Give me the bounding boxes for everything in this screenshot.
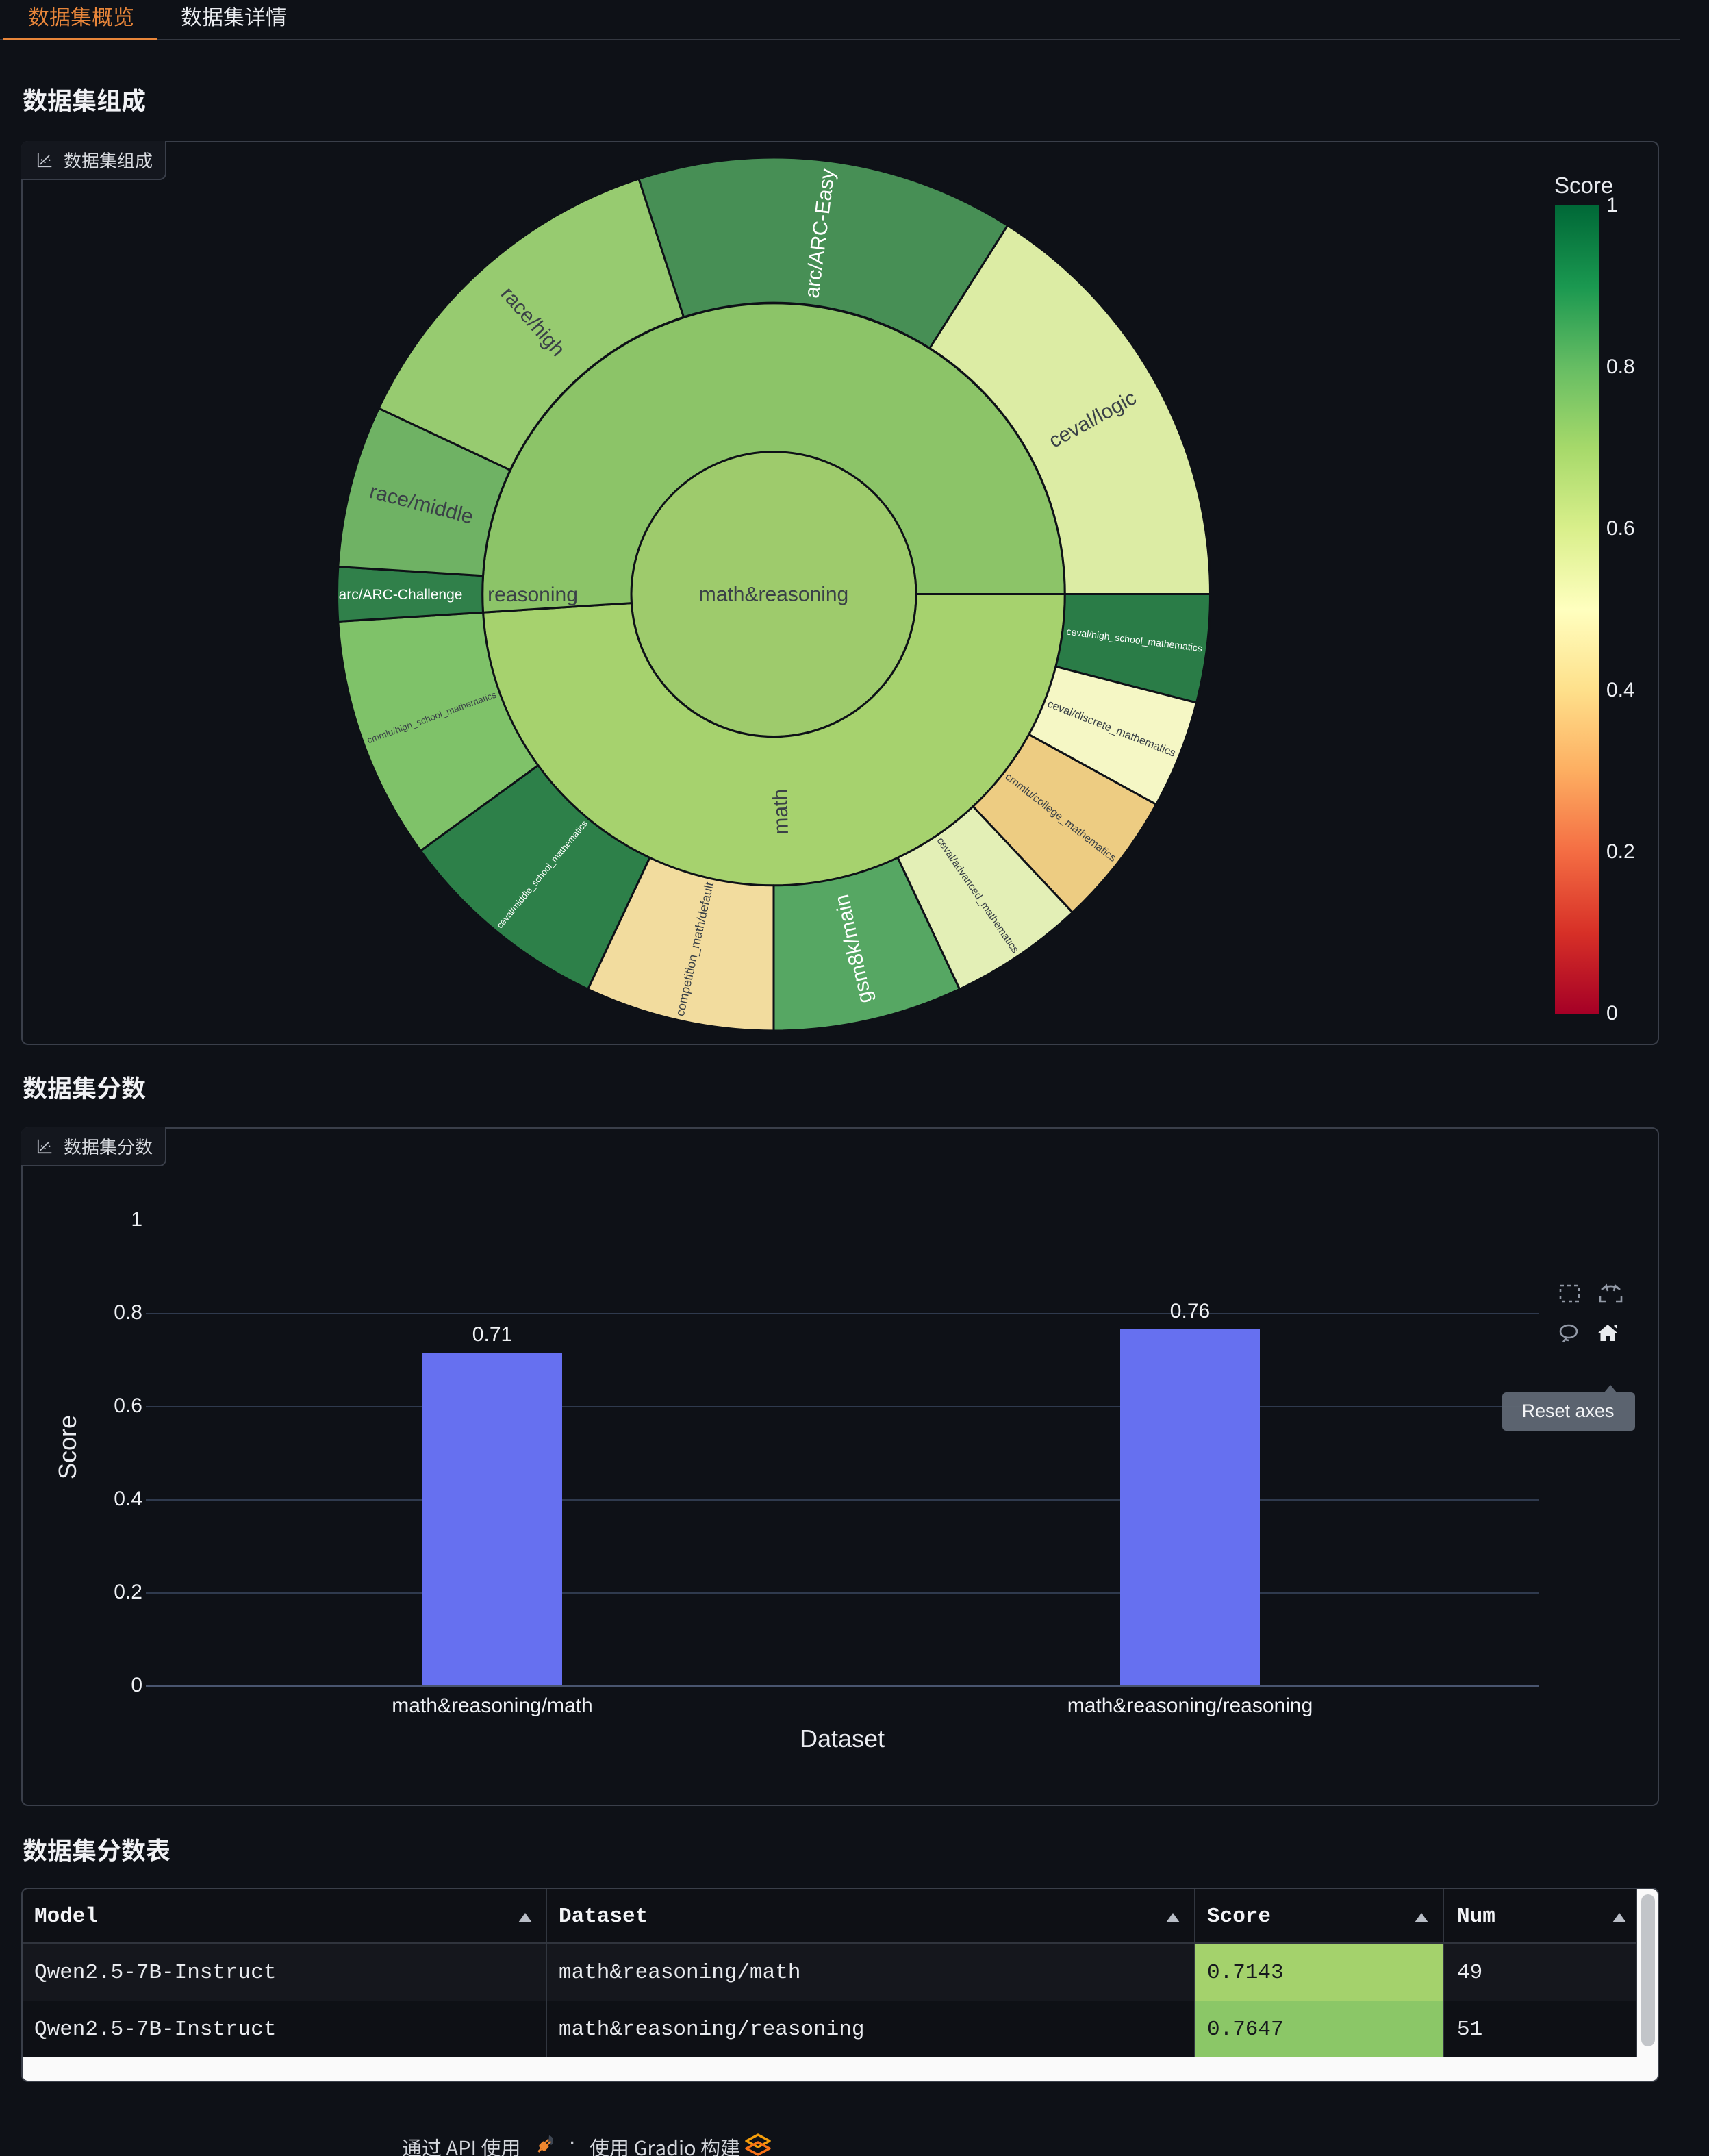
svg-text:math&reasoning: math&reasoning (699, 584, 848, 606)
svg-text:reasoning: reasoning (488, 584, 578, 606)
svg-text:math: math (769, 788, 793, 835)
svg-text:arc/ARC-Challenge: arc/ARC-Challenge (339, 587, 463, 603)
svg-text:Reset axes: Reset axes (1521, 1401, 1614, 1421)
